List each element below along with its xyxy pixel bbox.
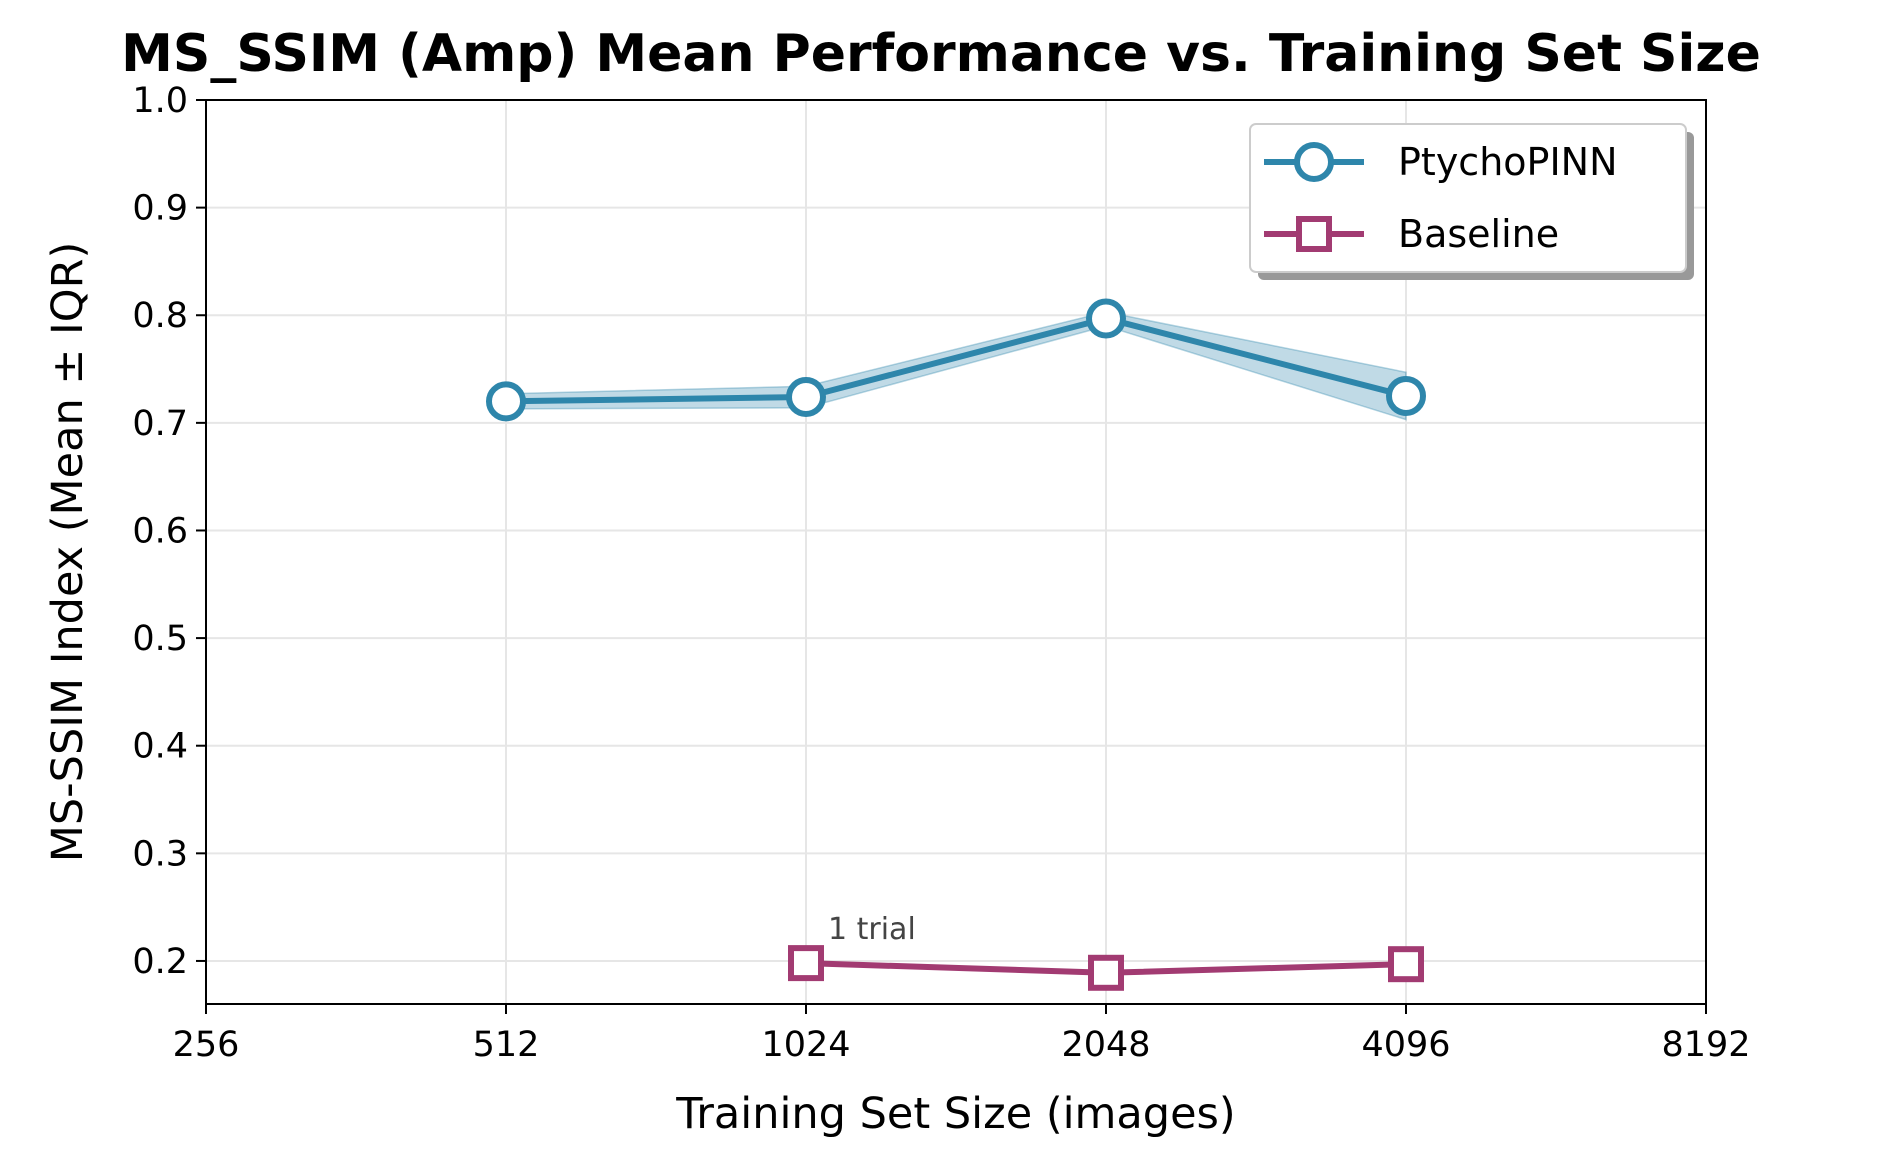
legend-label: PtychoPINN xyxy=(1398,140,1618,184)
ptychopinn-point xyxy=(1386,375,1426,416)
series-markers xyxy=(486,298,1426,991)
x-axis-ticks: 256 512 1024 2048 4096 8192 xyxy=(173,1004,1751,1065)
annotation-label: 1 trial xyxy=(828,912,916,947)
legend-marker-baseline xyxy=(1296,216,1332,252)
ptychopinn-line xyxy=(505,315,1407,405)
baseline-point xyxy=(788,945,824,982)
y-tick-label: 1.0 xyxy=(132,81,188,121)
y-tick-label: 0.9 xyxy=(132,189,188,229)
ptychopinn-point xyxy=(486,381,526,422)
y-axis-label: MS-SSIM Index (Mean ± IQR) xyxy=(43,242,93,862)
x-tick-label: 4096 xyxy=(1361,1025,1450,1065)
y-tick-label: 0.5 xyxy=(132,619,188,659)
y-tick-label: 0.3 xyxy=(132,834,188,874)
x-tick-label: 1024 xyxy=(761,1025,850,1065)
plot-frame xyxy=(205,99,1707,1005)
annotations: 1 trial xyxy=(828,912,916,947)
y-tick-label: 0.4 xyxy=(132,727,188,767)
y-tick-label: 0.8 xyxy=(132,296,188,336)
baseline-point xyxy=(1088,954,1124,991)
y-axis-ticks: 0.2 0.3 0.4 0.5 0.6 0.7 0.8 0.9 1.0 xyxy=(132,81,206,982)
x-tick-label: 512 xyxy=(473,1025,540,1065)
legend-marker-ptychopinn xyxy=(1294,142,1334,182)
x-axis-label: Training Set Size (images) xyxy=(675,1089,1235,1139)
chart-title: MS_SSIM (Amp) Mean Performance vs. Train… xyxy=(121,24,1761,84)
y-tick-label: 0.7 xyxy=(132,404,188,444)
y-tick-label: 0.6 xyxy=(132,511,188,551)
x-tick-label: 2048 xyxy=(1061,1025,1150,1065)
y-tick-label: 0.2 xyxy=(132,942,188,982)
x-tick-label: 256 xyxy=(173,1025,240,1065)
ptychopinn-point xyxy=(1086,298,1126,339)
legend-label: Baseline xyxy=(1398,212,1559,256)
ptychopinn-point xyxy=(786,377,826,418)
baseline-point xyxy=(1388,946,1424,983)
x-tick-label: 8192 xyxy=(1661,1025,1750,1065)
legend: PtychoPINN Baseline xyxy=(1249,123,1694,280)
